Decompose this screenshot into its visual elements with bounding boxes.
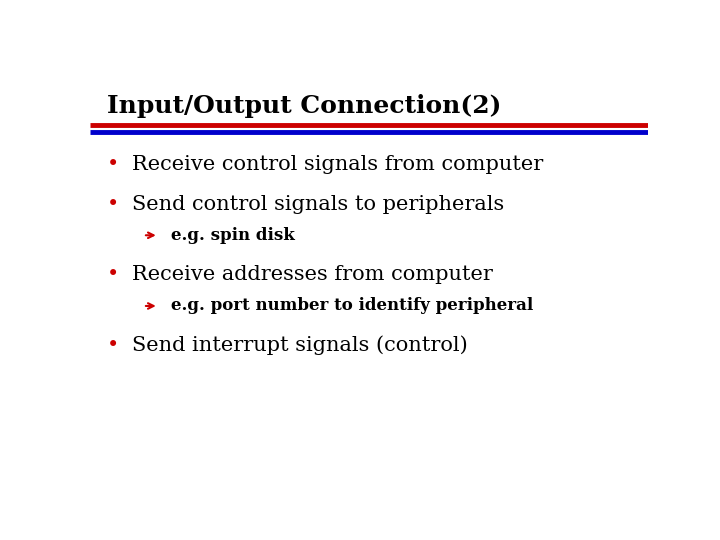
Text: •: •: [107, 336, 119, 355]
Text: Input/Output Connection(2): Input/Output Connection(2): [107, 94, 501, 118]
Text: •: •: [107, 265, 119, 284]
Text: e.g. spin disk: e.g. spin disk: [171, 227, 294, 244]
Text: e.g. port number to identify peripheral: e.g. port number to identify peripheral: [171, 298, 533, 314]
Text: •: •: [107, 194, 119, 214]
Text: Receive addresses from computer: Receive addresses from computer: [132, 265, 492, 284]
Text: Receive control signals from computer: Receive control signals from computer: [132, 155, 543, 174]
Text: Send control signals to peripherals: Send control signals to peripherals: [132, 194, 504, 214]
Text: •: •: [107, 155, 119, 174]
Text: Send interrupt signals (control): Send interrupt signals (control): [132, 336, 467, 355]
